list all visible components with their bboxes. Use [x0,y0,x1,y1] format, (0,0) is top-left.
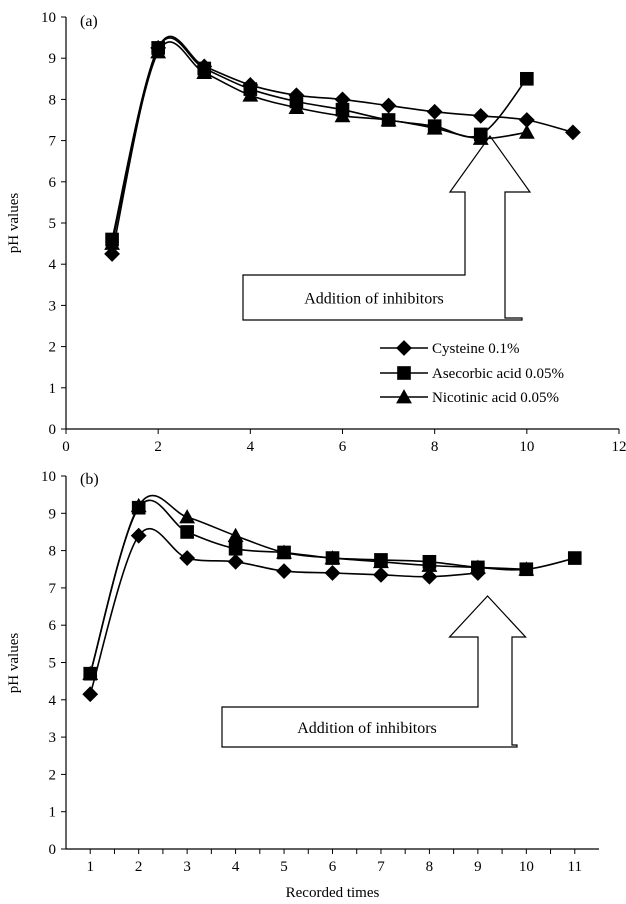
data-point-triangle [518,561,535,576]
x-tick-label: 9 [474,859,482,875]
data-point-diamond [564,124,581,141]
y-tick-label: 10 [41,469,56,485]
data-point-triangle [288,99,305,114]
y-axis-label: pH values [6,193,22,254]
data-point-triangle [426,120,443,135]
y-tick-label: 6 [49,175,57,191]
x-tick-label: 2 [135,859,143,875]
x-tick-label: 6 [339,439,347,455]
data-point-square [228,541,243,556]
annotation-arrow [242,134,532,321]
y-tick-label: 4 [49,257,57,273]
data-point-triangle [242,87,259,102]
data-point-diamond [518,112,535,128]
data-point-diamond [130,527,147,544]
data-point-diamond [421,568,438,585]
annotation-text: Addition of inhibitors [304,291,444,308]
x-tick-label: 6 [329,859,337,875]
y-tick-label: 3 [49,298,57,314]
data-point-diamond [373,566,389,583]
legend-marker-square [397,366,411,380]
data-point-triangle [104,235,121,250]
data-point-triangle [276,544,292,559]
legend-marker-diamond [396,340,412,356]
data-point-diamond [104,245,121,262]
data-point-triangle [150,44,167,59]
data-point-triangle [196,64,213,79]
data-point-triangle [373,553,389,569]
x-tick-label: 8 [431,439,439,455]
x-tick-label: 10 [519,439,534,455]
x-tick-label: 11 [568,859,582,875]
data-point-diamond [179,550,196,566]
data-point-triangle [518,124,535,139]
data-point-triangle [130,497,147,513]
panel-label: (a) [80,13,98,30]
y-tick-label: 1 [49,381,57,397]
x-tick-label: 12 [612,439,626,455]
series-line-triangle [89,494,527,674]
legend-label: Asecorbic acid 0.05% [432,366,564,382]
data-point-triangle [82,665,99,681]
x-tick-label: 3 [183,859,191,875]
legend-marker-triangle [396,389,412,404]
y-tick-label: 7 [49,134,57,150]
x-tick-label: 8 [426,859,434,875]
y-tick-label: 10 [41,10,56,26]
y-tick-label: 5 [49,656,57,672]
data-point-triangle [334,107,351,123]
annotation-arrow [221,595,527,748]
data-point-triangle [227,527,244,543]
legend-label: Nicotinic acid 0.05% [432,390,559,406]
annotation-text: Addition of inhibitors [297,720,437,737]
y-axis-label: pH values [6,633,22,694]
legend-label: Cysteine 0.1% [432,341,520,357]
y-tick-label: 7 [49,581,57,597]
y-tick-label: 5 [49,216,57,232]
panel-label: (b) [80,471,99,488]
y-tick-label: 1 [49,805,57,821]
data-point-square [180,525,194,539]
y-tick-label: 4 [49,693,57,709]
data-point-diamond [82,686,99,703]
y-tick-label: 9 [49,506,57,522]
x-tick-label: 0 [62,439,70,455]
y-tick-label: 0 [49,422,57,438]
y-tick-label: 9 [49,51,57,67]
y-tick-label: 8 [49,92,57,108]
data-point-diamond [426,103,443,120]
data-point-diamond [227,553,244,570]
y-tick-label: 8 [49,544,57,560]
y-tick-label: 0 [49,842,57,858]
data-point-diamond [334,91,351,108]
x-tick-label: 5 [280,859,288,875]
panel-b-chart: 0 1 2 3 4 5 6 7 8 9 10 1 2 3 4 5 6 7 8 9 10 11 pH values Record… [6,469,599,901]
data-point-triangle [179,509,196,524]
data-point-triangle [324,550,341,565]
x-tick-label: 4 [232,859,240,875]
x-axis-label: Recorded times [286,885,380,901]
data-point-diamond [276,563,292,580]
x-tick-label: 4 [247,439,255,455]
y-tick-label: 6 [49,618,57,634]
data-point-diamond [380,97,397,114]
x-tick-label: 2 [154,439,162,455]
data-point-triangle [380,112,397,127]
data-point-triangle [472,130,489,145]
x-tick-label: 7 [377,859,385,875]
x-tick-label: 10 [519,859,534,875]
y-tick-label: 3 [49,730,57,746]
data-point-diamond [472,107,489,124]
data-point-square [520,71,534,86]
data-point-triangle [421,557,438,572]
data-point-square [567,551,582,565]
y-tick-label: 2 [49,767,57,783]
y-tick-label: 2 [49,340,57,356]
data-point-triangle [469,559,486,574]
x-tick-label: 1 [86,859,94,875]
data-point-diamond [324,565,341,581]
